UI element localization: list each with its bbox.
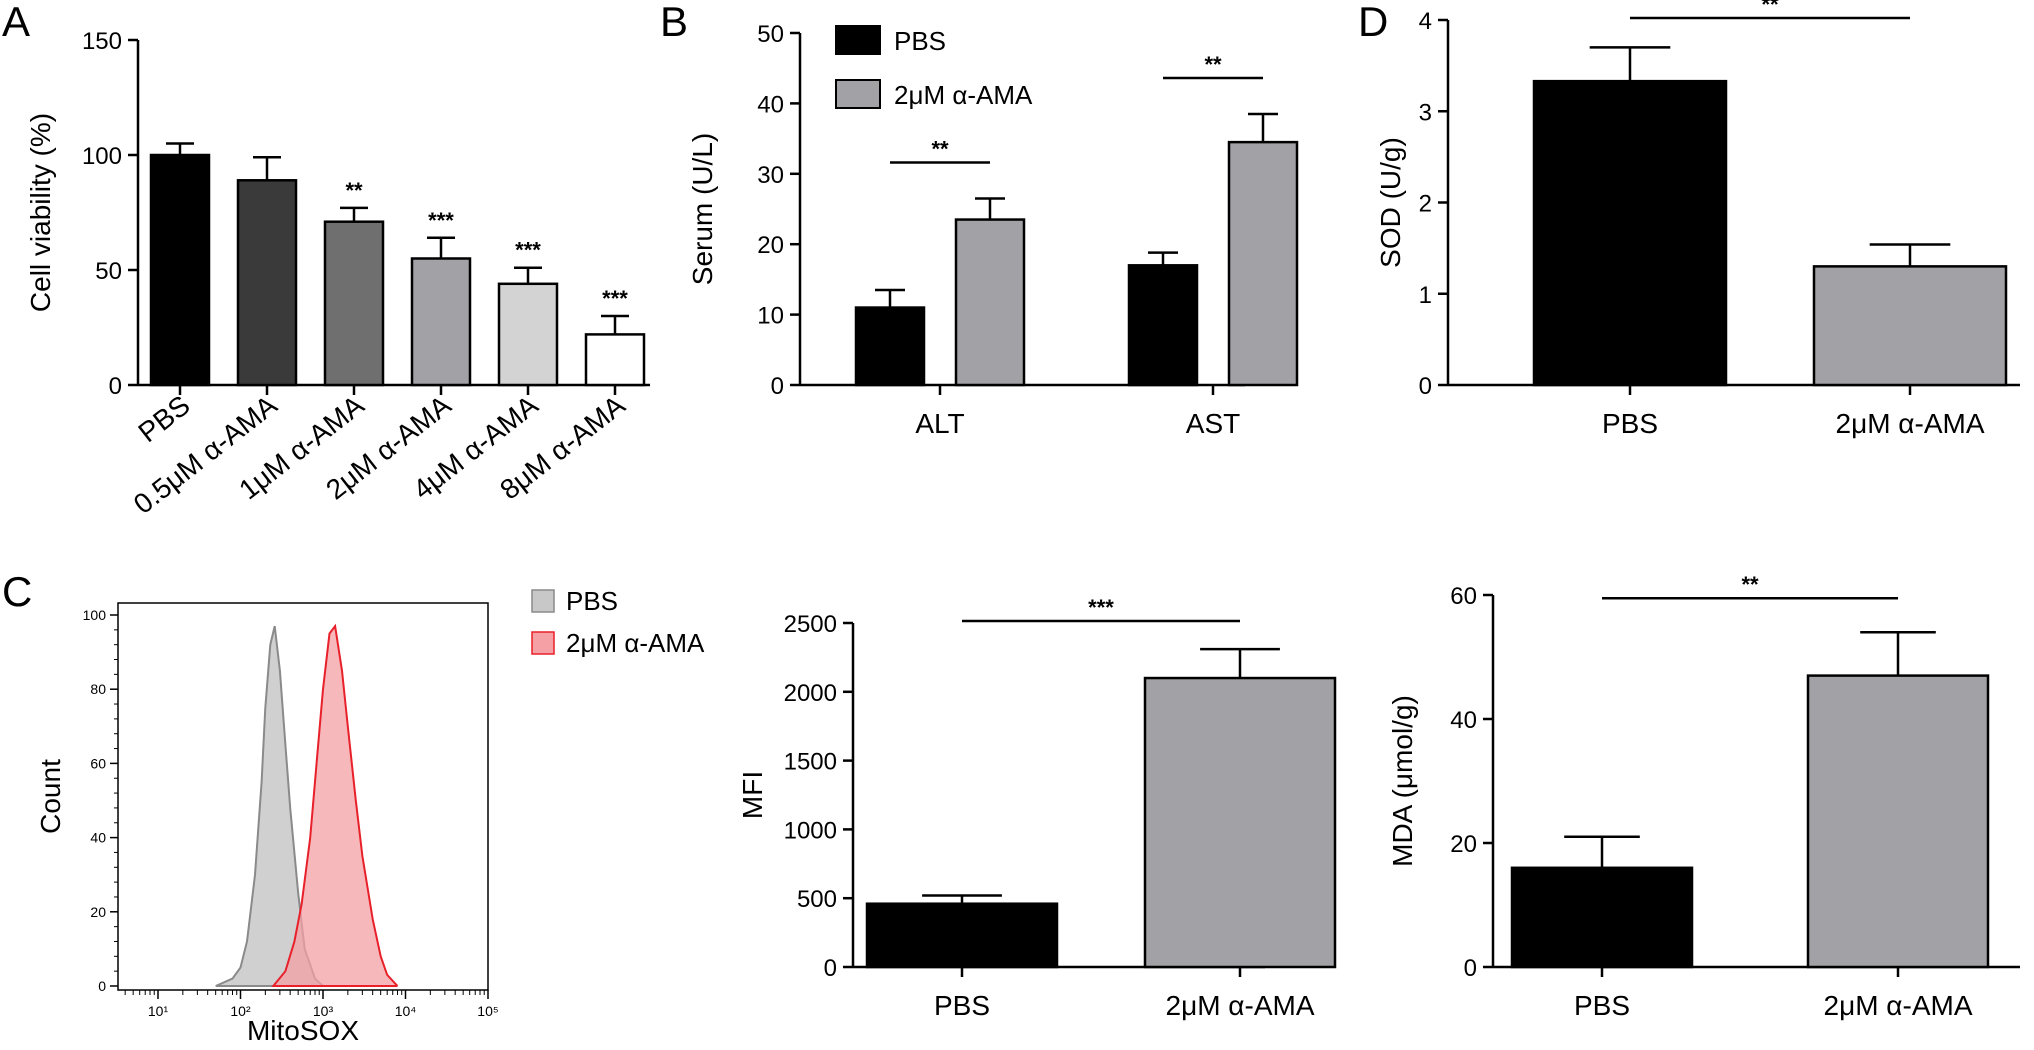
panel-c-legend-swatch bbox=[531, 589, 555, 613]
panel-a-significance-label: *** bbox=[602, 286, 628, 311]
panel-a-significance-label: ** bbox=[345, 178, 363, 203]
panel-a-y-tick-label: 150 bbox=[82, 28, 122, 55]
panel-b-y-tick-label: 0 bbox=[771, 373, 784, 400]
panel-c-mfi-bar bbox=[865, 902, 1059, 969]
panel-c-mfi-y-tick-label: 500 bbox=[797, 886, 837, 913]
panel-b-significance-label: ** bbox=[1204, 52, 1222, 77]
panel-c-histogram-y-tick-label: 0 bbox=[98, 978, 106, 994]
panel-b-y-tick-label: 10 bbox=[757, 303, 784, 330]
panel-label-d: D bbox=[1358, 0, 1388, 45]
panel-c-histogram-x-tick-label: 10² bbox=[230, 1003, 251, 1019]
panel-b-y-tick-label: 40 bbox=[757, 91, 784, 118]
panel-d-mda-bar bbox=[1510, 866, 1694, 969]
panel-d-mda-y-axis-label: MDA (μmol/g) bbox=[1387, 695, 1418, 867]
panel-d-sod-x-tick-label: PBS bbox=[1602, 408, 1658, 439]
panel-c-histogram-y-tick-label: 100 bbox=[83, 607, 107, 623]
panel-a-bar bbox=[236, 179, 298, 387]
panel-b-y-axis-label: Serum (U/L) bbox=[687, 133, 718, 285]
panel-d-mda-significance-label: ** bbox=[1741, 572, 1759, 597]
panel-c-histogram-y-tick-label: 80 bbox=[90, 681, 106, 697]
panel-c-mfi-x-tick-label: PBS bbox=[934, 990, 990, 1021]
panel-a-y-axis-label: Cell viability (%) bbox=[25, 113, 56, 312]
panel-c-legend-label: PBS bbox=[566, 586, 618, 616]
panel-a-y-tick-label: 50 bbox=[95, 258, 122, 285]
panel-d-mda-x-tick-label: PBS bbox=[1574, 990, 1630, 1021]
panel-c-mfi-y-axis-label: MFI bbox=[737, 771, 768, 819]
panel-c-mfi-y-tick-label: 1500 bbox=[784, 749, 837, 776]
panel-c-histogram-x-tick-label: 10³ bbox=[313, 1003, 334, 1019]
panel-a-bar bbox=[410, 257, 472, 387]
panel-b-y-tick-label: 30 bbox=[757, 162, 784, 189]
panel-c-histogram-series bbox=[271, 623, 399, 987]
panel-d-sod-y-axis-label: SOD (U/g) bbox=[1375, 137, 1406, 268]
panel-b-x-tick-label: AST bbox=[1186, 408, 1240, 439]
panel-d-sod-y-tick-label: 2 bbox=[1419, 191, 1432, 218]
panel-c-histogram-x-tick-label: 10⁴ bbox=[395, 1003, 417, 1019]
panel-c-histogram-y-tick-label: 40 bbox=[90, 830, 106, 846]
panel-b-bar bbox=[1127, 264, 1199, 387]
panel-c-mfi-y-tick-label: 0 bbox=[824, 955, 837, 982]
panel-c-histogram-y-tick-label: 60 bbox=[90, 755, 106, 771]
panel-d-sod-y-tick-label: 1 bbox=[1419, 282, 1432, 309]
panel-d-mda-bar bbox=[1806, 674, 1990, 969]
panel-c-mfi-y-tick-label: 1000 bbox=[784, 817, 837, 844]
panel-c-histogram-y-axis-label: Count bbox=[35, 759, 66, 834]
panel-b-y-tick-label: 50 bbox=[757, 21, 784, 48]
panel-d-sod-bar bbox=[1532, 79, 1728, 387]
panel-b-legend-swatch bbox=[835, 25, 881, 55]
panel-c-mfi-y-tick-label: 2000 bbox=[784, 680, 837, 707]
panel-d-sod-y-tick-label: 4 bbox=[1419, 8, 1432, 35]
panel-b-x-tick-label: ALT bbox=[915, 408, 964, 439]
panel-c-histogram-x-tick-label: 10⁵ bbox=[477, 1003, 498, 1019]
panel-a-bar bbox=[584, 333, 646, 387]
panel-c-legend-label: 2μM α-AMA bbox=[566, 628, 705, 658]
panel-d-sod-y-tick-label: 0 bbox=[1419, 373, 1432, 400]
panel-b-significance-label: ** bbox=[931, 136, 949, 161]
panel-b-legend-label: 2μM α-AMA bbox=[894, 80, 1033, 110]
panel-c-histogram-frame bbox=[117, 602, 489, 991]
panel-c-mfi-x-tick-label: 2μM α-AMA bbox=[1166, 990, 1315, 1021]
panel-a-significance-label: *** bbox=[428, 208, 454, 233]
panel-c-histogram-x-tick-label: 10¹ bbox=[148, 1003, 169, 1019]
panel-a-bar bbox=[149, 153, 211, 387]
panel-d-mda-y-tick-label: 0 bbox=[1464, 955, 1477, 982]
panel-b-bar bbox=[854, 306, 926, 387]
panel-c-histogram-x-axis-label: MitoSOX bbox=[247, 1015, 359, 1046]
panel-b-bar bbox=[954, 218, 1026, 387]
panel-c-mfi-bar bbox=[1143, 676, 1337, 969]
panel-a-x-tick-label: PBS bbox=[132, 389, 195, 448]
panel-d-mda-y-tick-label: 20 bbox=[1450, 831, 1477, 858]
panel-b-legend-label: PBS bbox=[894, 26, 946, 56]
panel-a-significance-label: *** bbox=[515, 238, 541, 263]
panel-c-histogram-y-tick-label: 20 bbox=[90, 904, 106, 920]
panel-d-mda-x-tick-label: 2μM α-AMA bbox=[1824, 990, 1973, 1021]
panel-label-c: C bbox=[2, 568, 32, 615]
panel-a-bar bbox=[323, 220, 385, 387]
panel-d-mda-y-tick-label: 40 bbox=[1450, 707, 1477, 734]
panel-d-mda-y-tick-label: 60 bbox=[1450, 583, 1477, 610]
panel-d-sod-y-tick-label: 3 bbox=[1419, 99, 1432, 126]
panel-b-legend-swatch bbox=[835, 79, 881, 109]
panel-d-sod-bar bbox=[1812, 265, 2008, 387]
panel-b-bar bbox=[1227, 140, 1299, 387]
panel-c-legend-swatch bbox=[531, 631, 555, 655]
panel-b-y-tick-label: 20 bbox=[757, 232, 784, 259]
panel-a-y-tick-label: 100 bbox=[82, 143, 122, 170]
panel-a-y-tick-label: 0 bbox=[109, 373, 122, 400]
panel-label-a: A bbox=[2, 0, 30, 45]
panel-c-mfi-significance-label: *** bbox=[1088, 595, 1114, 620]
panel-d-sod-significance-label: ** bbox=[1761, 0, 1779, 17]
panel-a-bar bbox=[497, 282, 559, 387]
panel-c-mfi-y-tick-label: 2500 bbox=[784, 611, 837, 638]
panel-d-sod-x-tick-label: 2μM α-AMA bbox=[1836, 408, 1985, 439]
panel-label-b: B bbox=[660, 0, 688, 45]
